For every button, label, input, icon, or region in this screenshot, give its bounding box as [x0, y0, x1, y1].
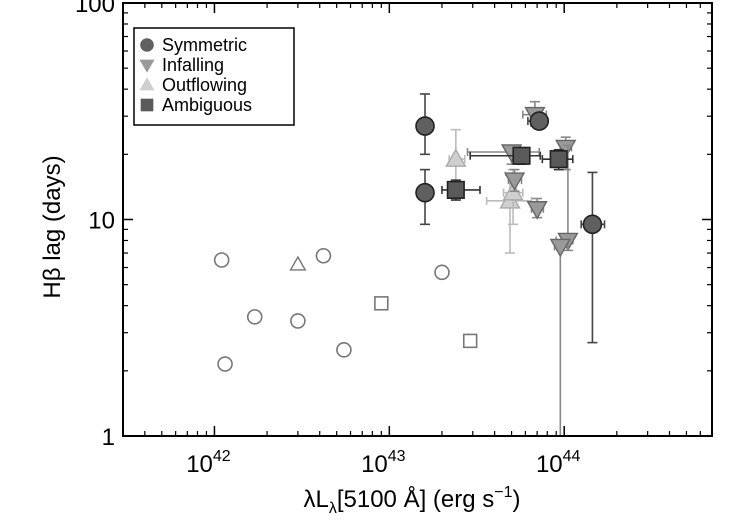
- marker-open-square: [462, 333, 478, 349]
- x-tick-exponent: 42: [213, 448, 231, 465]
- y-tick-label: 10: [88, 208, 115, 235]
- marker-symmetric: [415, 116, 435, 136]
- marker-open-triangle-up: [289, 255, 307, 271]
- legend-marker-infalling: [139, 59, 155, 73]
- x-tick-label: 1044: [536, 448, 581, 478]
- data-point-open-square-1: [462, 333, 478, 349]
- data-point-infalling-2: [503, 168, 526, 193]
- marker-open-square: [374, 296, 389, 311]
- y-tick-label: 100: [75, 0, 115, 18]
- y-tick-label: 1: [102, 424, 115, 451]
- data-point-symmetric-0: [415, 93, 435, 156]
- marker-open-circle: [217, 356, 233, 372]
- data-point-open-square-0: [374, 296, 389, 311]
- x-axis-label-main: λL: [303, 486, 328, 513]
- x-axis-label-rest: [5100 Å] (erg s: [337, 485, 494, 513]
- marker-open-circle: [246, 309, 263, 325]
- legend-label-outflowing: Outflowing: [162, 75, 247, 95]
- marker-open-circle: [434, 264, 450, 281]
- data-point-outflowing-0: [445, 128, 467, 200]
- marker-symmetric: [582, 214, 603, 235]
- marker-ambiguous: [549, 150, 568, 169]
- marker-infalling: [526, 201, 548, 220]
- data-point-open-circle-5: [336, 342, 352, 358]
- data-point-infalling-3: [526, 197, 548, 220]
- data-point-symmetric-3: [580, 171, 606, 344]
- data-point-ambiguous-2: [541, 148, 574, 171]
- data-point-open-circle-3: [290, 313, 306, 329]
- data-point-open-circle-1: [217, 356, 233, 372]
- x-tick-label: 1043: [361, 448, 406, 478]
- y-axis-label: Hβ lag (days): [39, 155, 66, 298]
- x-axis-label: λLλ[5100 Å] (erg s−1): [303, 484, 520, 517]
- legend-label-symmetric: Symmetric: [162, 35, 247, 55]
- legend-label-infalling: Infalling: [162, 55, 224, 75]
- data-point-ambiguous-1: [469, 146, 542, 166]
- legend-marker-outflowing: [139, 77, 155, 91]
- data-point-symmetric-2: [527, 111, 550, 131]
- marker-open-circle: [315, 247, 332, 264]
- marker-outflowing: [445, 148, 467, 167]
- marker-open-circle: [336, 342, 352, 358]
- x-tick-base: 10: [536, 451, 563, 478]
- marker-open-circle: [213, 252, 230, 268]
- marker-symmetric: [415, 182, 435, 203]
- marker-ambiguous: [446, 180, 465, 199]
- data-point-ambiguous-0: [441, 179, 481, 201]
- legend-marker-ambiguous: [140, 98, 154, 112]
- x-axis-label-sup: −1: [494, 484, 512, 501]
- x-tick-base: 10: [186, 451, 213, 478]
- x-tick-base: 10: [361, 451, 388, 478]
- legend-marker-symmetric: [140, 38, 154, 52]
- data-point-symmetric-1: [415, 168, 435, 226]
- marker-infalling: [503, 172, 526, 191]
- marker-open-circle: [290, 313, 306, 329]
- data-point-open-circle-2: [246, 309, 263, 325]
- data-point-open-circle-0: [213, 252, 230, 268]
- legend-box: [133, 27, 295, 126]
- data-point-open-triangle-up-0: [289, 255, 307, 271]
- marker-infalling: [549, 238, 571, 258]
- x-axis-label-close: ): [513, 486, 521, 513]
- x-axis-label-sub: λ: [329, 500, 337, 517]
- data-point-open-circle-6: [434, 264, 450, 281]
- legend-label-ambiguous: Ambiguous: [162, 95, 252, 115]
- x-tick-exponent: 44: [563, 448, 581, 465]
- data-point-open-circle-4: [315, 247, 332, 264]
- marker-ambiguous: [512, 146, 531, 165]
- data-marks: [213, 93, 606, 437]
- x-tick-label: 1042: [186, 448, 231, 478]
- x-tick-exponent: 43: [388, 448, 406, 465]
- marker-symmetric: [529, 111, 550, 131]
